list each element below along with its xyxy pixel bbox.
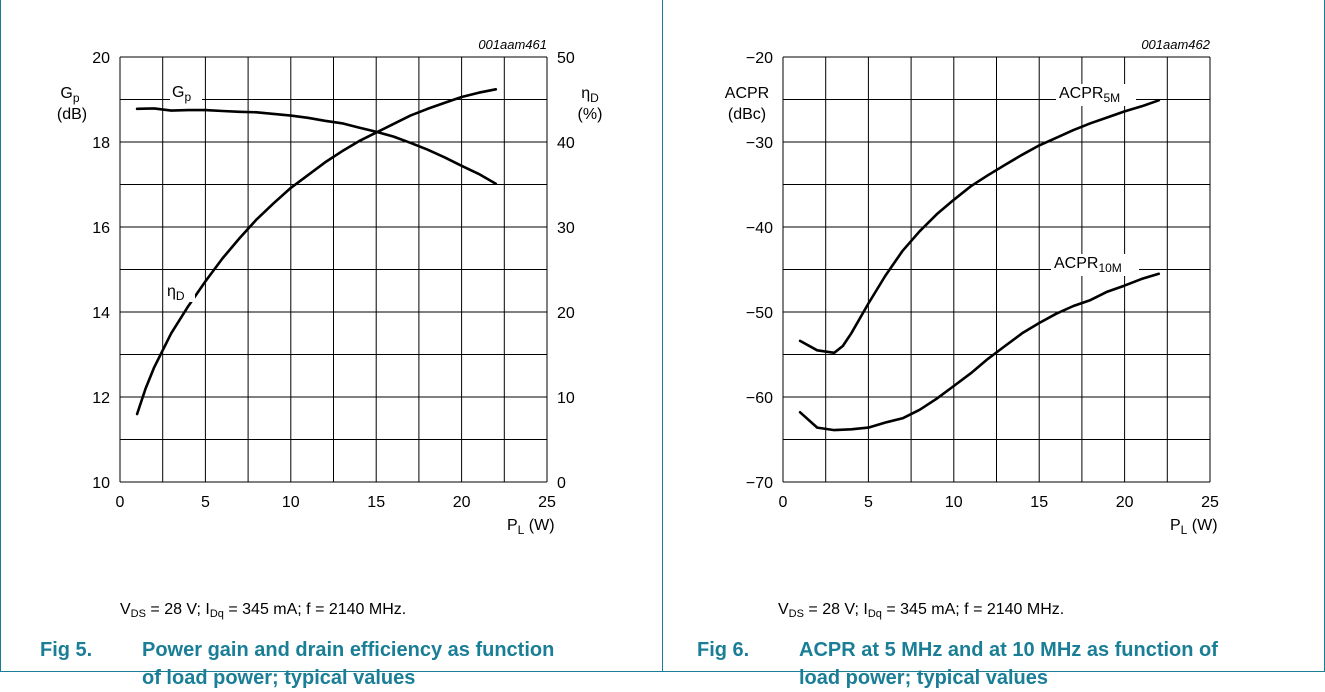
label-backing xyxy=(1051,254,1139,276)
x-tick-label: 5 xyxy=(864,494,873,511)
y-left-tick-label: 14 xyxy=(92,305,110,322)
y-left-tick-label: −70 xyxy=(746,475,773,492)
x-tick-label: 10 xyxy=(945,494,963,511)
fig6-title: ACPR at 5 MHz and at 10 MHz as function … xyxy=(799,639,1218,689)
x-axis-label: PL (W) xyxy=(507,517,555,537)
column-divider xyxy=(662,0,663,672)
label-backing xyxy=(1056,84,1136,106)
series-line-Gp xyxy=(135,107,498,185)
y-left-tick-label: −30 xyxy=(746,135,773,152)
label-backing xyxy=(165,280,195,302)
y-left-axis-unit: (dB) xyxy=(57,106,87,123)
y-right-tick-label: 40 xyxy=(557,135,575,152)
series-label-acpr10m: ACPR10M xyxy=(1054,255,1122,275)
series-line-ACPR10M xyxy=(798,272,1161,432)
y-right-tick-label: 10 xyxy=(557,390,575,407)
series-line-ACPR5M xyxy=(798,99,1161,355)
x-axis-label: PL (W) xyxy=(1170,517,1218,537)
fig6-chart: 0 5 10 15 20 25 −70 −60 −50 −40 −30 −20 001aam462 PL … xyxy=(725,37,1219,537)
fig5-number: Fig 5. xyxy=(40,639,93,661)
x-tick-label: 15 xyxy=(367,494,385,511)
figure-id: 001aam461 xyxy=(478,37,547,52)
series-label-gp: Gp xyxy=(172,84,191,104)
x-tick-label: 20 xyxy=(1116,494,1134,511)
y-left-tick-label: −20 xyxy=(746,50,773,67)
series-label-acpr5m: ACPR5M xyxy=(1059,85,1120,105)
x-tick-label: 25 xyxy=(538,494,556,511)
series-line-ηD xyxy=(135,88,498,416)
series-label-etad: ηD xyxy=(167,283,185,303)
x-tick-label: 20 xyxy=(453,494,471,511)
y-left-axis-label: Gp xyxy=(60,85,79,105)
y-right-tick-label: 20 xyxy=(557,305,575,322)
y-left-tick-label: 16 xyxy=(92,220,110,237)
y-right-axis-unit: (%) xyxy=(578,106,603,123)
y-left-axis-label: ACPR xyxy=(725,85,769,102)
x-tick-label: 25 xyxy=(1201,494,1219,511)
y-left-axis-unit: (dBc) xyxy=(728,106,766,123)
x-tick-label: 15 xyxy=(1030,494,1048,511)
y-right-tick-label: 0 xyxy=(557,475,566,492)
fig5-conditions: VDS = 28 V; IDq = 345 mA; f = 2140 MHz. xyxy=(120,601,407,620)
x-tick-label: 10 xyxy=(282,494,300,511)
y-left-tick-label: 18 xyxy=(92,135,110,152)
fig5-title: Power gain and drain efficiency as funct… xyxy=(142,639,555,689)
y-left-tick-label: −50 xyxy=(746,305,773,322)
y-right-tick-label: 50 xyxy=(557,50,575,67)
y-left-tick-label: −40 xyxy=(746,220,773,237)
fig5-chart: 0 5 10 15 20 25 10 12 14 16 18 20 0 10 20 30 40 50 001aam4… xyxy=(57,37,603,537)
fig6-conditions: VDS = 28 V; IDq = 345 mA; f = 2140 MHz. xyxy=(778,601,1065,620)
y-right-axis-label: ηD xyxy=(581,85,599,105)
y-left-tick-label: −60 xyxy=(746,390,773,407)
x-tick-label: 5 xyxy=(201,494,210,511)
fig6-number: Fig 6. xyxy=(697,639,750,661)
figure-id: 001aam462 xyxy=(1141,37,1210,52)
label-backing xyxy=(170,82,202,102)
y-left-tick-label: 20 xyxy=(92,50,110,67)
y-left-tick-label: 10 xyxy=(92,475,110,492)
y-left-tick-label: 12 xyxy=(92,390,110,407)
x-tick-label: 0 xyxy=(116,494,125,511)
y-right-tick-label: 30 xyxy=(557,220,575,237)
x-tick-label: 0 xyxy=(779,494,788,511)
